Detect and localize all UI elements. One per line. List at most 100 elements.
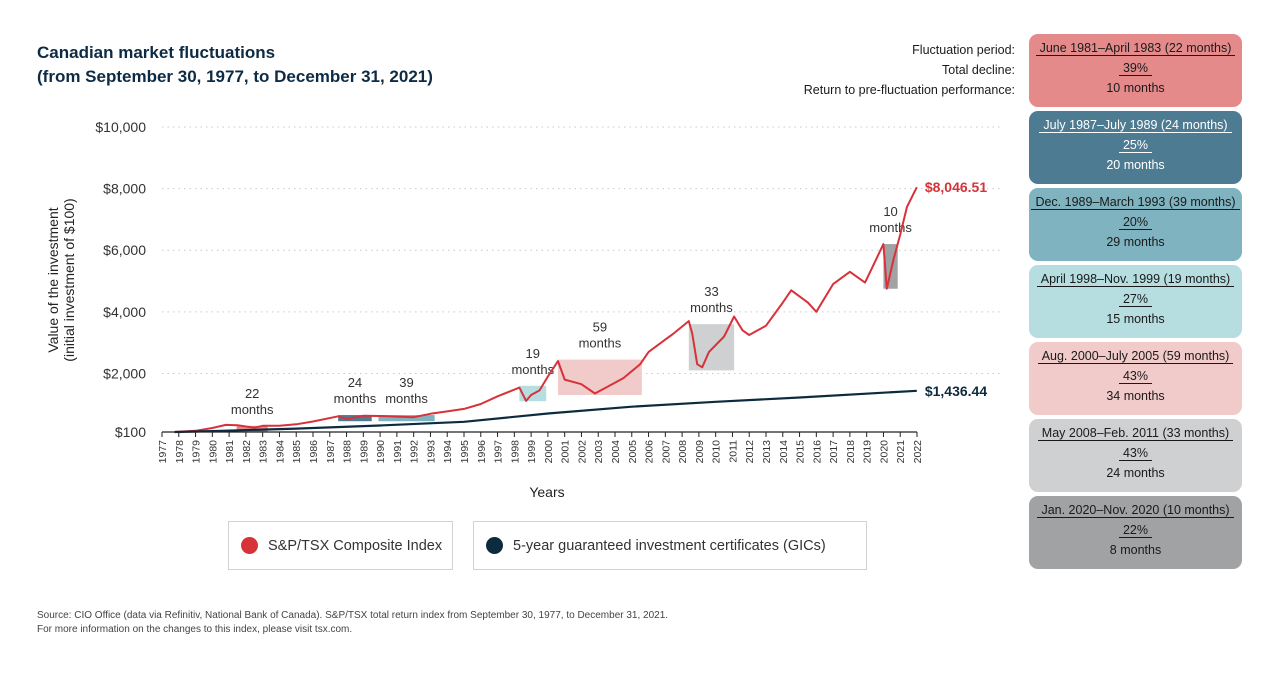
x-tick-label: 1998: [509, 440, 521, 464]
tsx-legend-label: S&P/TSX Composite Index: [268, 537, 443, 554]
x-tick-label: 2020: [878, 440, 890, 464]
fluctuation-label-unit: months: [690, 300, 733, 315]
x-tick-label: 2017: [828, 440, 840, 464]
x-tick-label: 2018: [845, 440, 857, 464]
tsx-end-label: $8,046.51: [925, 179, 987, 195]
x-tick-label: 1978: [174, 440, 186, 464]
card-period: Aug. 2000–July 2005 (59 months): [1037, 349, 1234, 364]
card-decline: 43%: [1118, 369, 1153, 384]
fluctuation-label-unit: months: [579, 336, 622, 351]
x-tick-label: 1991: [392, 440, 404, 464]
x-tick-label: 1994: [442, 440, 454, 464]
x-tick-label: 1989: [358, 440, 370, 464]
fluctuation-label-unit: months: [334, 391, 377, 406]
card-decline: 39%: [1118, 61, 1153, 76]
card-decline: 22%: [1118, 523, 1153, 538]
fluctuation-label-value: 19: [526, 346, 540, 361]
fluctuation-box: [378, 415, 435, 422]
card-period: Dec. 1989–March 1993 (39 months): [1031, 195, 1240, 210]
y-tick-label: $8,000: [103, 181, 146, 197]
y-axis-label-line-1: Value of the investment: [45, 207, 61, 352]
x-tick-label: 2001: [560, 440, 572, 464]
fluctuation-card: Dec. 1989–March 1993 (39 months) 20% 29 mo…: [1029, 188, 1242, 261]
x-tick-label: 2002: [576, 440, 588, 464]
return-label: Return to pre-fluctuation performance:: [803, 83, 1015, 97]
card-decline: 43%: [1118, 446, 1153, 461]
fluctuation-card: May 2008–Feb. 2011 (33 months) 43% 24 mont…: [1029, 419, 1242, 492]
y-tick-label: $100: [115, 424, 146, 440]
x-tick-label: 2016: [811, 440, 823, 464]
y-axis-label-line-2: (initial investment of $100): [61, 198, 77, 361]
fluctuation-card: July 1987–July 1989 (24 months) 25% 20 mon…: [1029, 111, 1242, 184]
x-tick-label: 1987: [325, 440, 337, 464]
x-tick-label: 1985: [291, 440, 303, 464]
card-return: 8 months: [1109, 543, 1162, 557]
x-tick-label: 2004: [610, 440, 622, 464]
x-tick-label: 1977: [157, 440, 169, 464]
card-return: 24 months: [1106, 466, 1165, 480]
x-tick-label: 2005: [627, 440, 639, 464]
x-tick-label: 1988: [342, 440, 354, 464]
x-tick-label: 1999: [526, 440, 538, 464]
title-line-1: Canadian market fluctuations: [37, 43, 276, 62]
fluctuation-label-value: 22: [245, 386, 259, 401]
x-tick-label: 1990: [375, 440, 387, 464]
fluctuation-label-unit: months: [869, 220, 912, 235]
card-field-labels: Fluctuation period: Total decline: Retur…: [804, 40, 1015, 100]
x-tick-label: 2003: [593, 440, 605, 464]
x-tick-label: 2008: [677, 440, 689, 464]
source-line-2: For more information on the changes to t…: [37, 624, 353, 635]
legend-tsx: S&P/TSX Composite Index: [228, 521, 453, 570]
card-return: 20 months: [1106, 158, 1165, 172]
x-tick-label: 1997: [493, 440, 505, 464]
y-tick-label: $2,000: [103, 365, 146, 381]
x-tick-label: 2019: [862, 440, 874, 464]
x-tick-label: 2000: [543, 440, 555, 464]
decline-label: Total decline:: [942, 63, 1015, 77]
x-axis-label: Years: [529, 484, 564, 500]
card-period: Jan. 2020–Nov. 2020 (10 months): [1037, 503, 1234, 518]
card-decline: 25%: [1118, 138, 1153, 153]
source-line-1: Source: CIO Office (data via Refinitiv, …: [37, 610, 669, 621]
fluctuation-label-value: 39: [399, 375, 413, 390]
x-tick-label: 2010: [711, 440, 723, 464]
x-tick-label: 1984: [274, 440, 286, 464]
card-period: July 1987–July 1989 (24 months): [1039, 118, 1232, 133]
x-tick-label: 2013: [761, 440, 773, 464]
title-line-2: (from September 30, 1977, to December 31…: [37, 67, 433, 86]
x-tick-label: 1995: [459, 440, 471, 464]
period-label: Fluctuation period:: [912, 43, 1015, 57]
fluctuation-label-value: 59: [593, 320, 607, 335]
x-tick-label: 2007: [660, 440, 672, 464]
y-tick-label: $4,000: [103, 304, 146, 320]
fluctuation-label-unit: months: [511, 362, 554, 377]
source-note: Source: CIO Office (data via Refinitiv, …: [37, 609, 668, 637]
x-tick-label: 1980: [207, 440, 219, 464]
x-tick-label: 1996: [476, 440, 488, 464]
x-tick-label: 2011: [727, 440, 739, 463]
fluctuation-label-value: 33: [704, 284, 718, 299]
x-tick-label: 1979: [191, 440, 203, 464]
fluctuation-label-unit: months: [231, 402, 274, 417]
x-tick-label: 1981: [224, 440, 236, 464]
card-period: April 1998–Nov. 1999 (19 months): [1036, 272, 1235, 287]
fluctuation-label-value: 24: [348, 375, 362, 390]
x-tick-label: 1986: [308, 440, 320, 464]
x-tick-label: 2009: [694, 440, 706, 464]
fluctuation-card: June 1981–April 1983 (22 months) 39% 10 mo…: [1029, 34, 1242, 107]
x-tick-label: 2022: [912, 440, 924, 464]
card-return: 15 months: [1106, 312, 1165, 326]
tsx-legend-dot: [241, 537, 258, 554]
x-tick-label: 2014: [778, 440, 790, 464]
card-decline: 27%: [1118, 292, 1153, 307]
gic-series-line: [174, 389, 917, 434]
x-tick-label: 1983: [258, 440, 270, 464]
line-chart: 22months24months39months19months59months…: [45, 119, 1000, 500]
x-tick-label: 2006: [644, 440, 656, 464]
card-return: 29 months: [1106, 235, 1165, 249]
x-tick-label: 2015: [795, 440, 807, 464]
card-period: May 2008–Feb. 2011 (33 months): [1037, 426, 1234, 441]
card-period: June 1981–April 1983 (22 months): [1035, 41, 1236, 56]
card-return: 34 months: [1106, 389, 1165, 403]
x-tick-label: 1992: [409, 440, 421, 464]
